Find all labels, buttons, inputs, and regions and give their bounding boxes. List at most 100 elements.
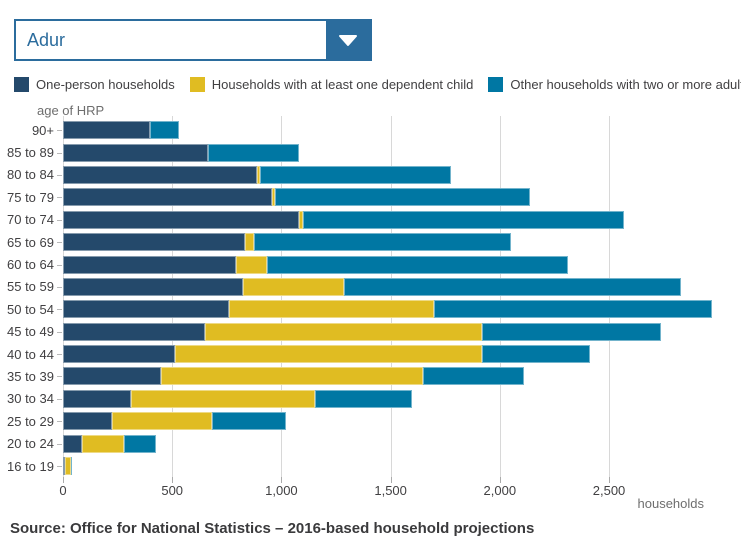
- bar-segment[interactable]: [434, 300, 712, 319]
- bar-segment[interactable]: [254, 233, 511, 252]
- x-tick-label: 2,000: [483, 483, 517, 498]
- bar-segment[interactable]: [423, 367, 524, 386]
- bar-segment[interactable]: [243, 277, 344, 296]
- bar-row: [63, 276, 739, 298]
- source-text: Source: Office for National Statistics –…: [10, 520, 535, 537]
- y-tick-label: 16 to 19: [0, 455, 62, 477]
- bar-segment[interactable]: [208, 143, 299, 162]
- bar-row: [63, 209, 739, 231]
- x-axis-tick: [63, 477, 64, 484]
- y-tick-label: 35 to 39: [0, 365, 62, 387]
- bar-segment[interactable]: [228, 300, 435, 319]
- x-axis-tick: [281, 477, 283, 484]
- bar-segment[interactable]: [124, 434, 156, 453]
- bar-segment[interactable]: [63, 277, 244, 296]
- bar-segment[interactable]: [63, 210, 299, 229]
- y-tick-label: 70 to 74: [0, 209, 62, 231]
- x-tick-label: 0: [59, 483, 67, 498]
- bar-segment[interactable]: [259, 165, 451, 184]
- bar-segment[interactable]: [63, 121, 151, 140]
- bar-segment[interactable]: [343, 277, 682, 296]
- legend-item: Households with at least one dependent c…: [189, 77, 474, 92]
- legend-swatch: [14, 77, 29, 92]
- bar-segment[interactable]: [112, 412, 212, 431]
- bar-segment[interactable]: [271, 188, 275, 207]
- bar-segment[interactable]: [63, 412, 113, 431]
- legend-item: One-person households: [14, 77, 175, 92]
- legend-item: Other households with two or more adults: [488, 77, 741, 92]
- bar-segment[interactable]: [63, 345, 176, 364]
- x-axis-tick: [172, 477, 174, 484]
- bar-segment[interactable]: [63, 255, 236, 274]
- bar-row: [63, 432, 739, 454]
- bar-segment[interactable]: [482, 322, 662, 341]
- area-dropdown[interactable]: Adur: [14, 19, 372, 61]
- bar-segment[interactable]: [63, 188, 272, 207]
- gridline: [390, 116, 392, 478]
- bar-segment[interactable]: [175, 345, 483, 364]
- bar-segment[interactable]: [63, 434, 82, 453]
- bar-segment[interactable]: [81, 434, 125, 453]
- area-dropdown-value: Adur: [27, 29, 66, 50]
- bar-row: [63, 298, 739, 320]
- gridline: [172, 116, 174, 478]
- y-tick-label: 80 to 84: [0, 164, 62, 186]
- gridline: [63, 116, 64, 478]
- bar-segment[interactable]: [63, 457, 66, 476]
- bar-segment[interactable]: [65, 457, 71, 476]
- gridline: [609, 116, 611, 478]
- y-tick-label: 20 to 24: [0, 432, 62, 454]
- bar-row: [63, 388, 739, 410]
- bar-segment[interactable]: [315, 389, 413, 408]
- bar-segment[interactable]: [211, 412, 286, 431]
- bar-segment[interactable]: [63, 165, 258, 184]
- bar-segment[interactable]: [150, 121, 179, 140]
- bar-segment[interactable]: [267, 255, 568, 274]
- bar-segment[interactable]: [303, 210, 625, 229]
- x-axis-tick: [499, 477, 501, 484]
- bar-row: [63, 186, 739, 208]
- chevron-down-icon[interactable]: [326, 21, 370, 59]
- bar-segment[interactable]: [235, 255, 268, 274]
- gridline: [281, 116, 283, 478]
- bar-segment[interactable]: [298, 210, 304, 229]
- bar-row: [63, 455, 739, 477]
- bar-segment[interactable]: [245, 233, 255, 252]
- bar-segment[interactable]: [70, 457, 72, 476]
- bar-row: [63, 164, 739, 186]
- bar-segment[interactable]: [161, 367, 424, 386]
- y-tick-label: 90+: [0, 119, 62, 141]
- x-axis-title: households: [637, 496, 705, 511]
- legend-label: One-person households: [36, 77, 175, 92]
- bar-row: [63, 119, 739, 141]
- bar-segment[interactable]: [63, 389, 131, 408]
- bar-row: [63, 365, 739, 387]
- bar-segment[interactable]: [274, 188, 531, 207]
- legend-swatch: [488, 77, 504, 92]
- bar-segment[interactable]: [130, 389, 316, 408]
- legend: One-person households Households with at …: [14, 77, 741, 92]
- stacked-bar-chart: [63, 116, 739, 484]
- legend-label: Households with at least one dependent c…: [211, 77, 474, 92]
- bar-segment[interactable]: [63, 300, 229, 319]
- bar-segment[interactable]: [63, 143, 209, 162]
- bar-segment[interactable]: [63, 367, 162, 386]
- x-tick-label: 1,500: [374, 483, 407, 498]
- bar-segment[interactable]: [204, 322, 483, 341]
- y-tick-label: 40 to 44: [0, 343, 62, 365]
- x-tick-label: 1,000: [265, 483, 298, 498]
- y-axis-labels: 90+ 85 to 89 80 to 84 75 to 79 70 to 74 65 to…: [0, 119, 62, 477]
- bar-segment[interactable]: [482, 345, 591, 364]
- x-tick-label: 500: [161, 483, 184, 498]
- bar-segment[interactable]: [257, 165, 260, 184]
- y-tick-label: 85 to 89: [0, 141, 62, 163]
- legend-label: Other households with two or more adults: [510, 77, 741, 92]
- y-tick-label: 75 to 79: [0, 186, 62, 208]
- gridline: [499, 116, 501, 478]
- bar-segment[interactable]: [63, 233, 246, 252]
- y-tick-label: 45 to 49: [0, 321, 62, 343]
- x-axis-tick: [609, 477, 611, 484]
- bar-segment[interactable]: [63, 322, 205, 341]
- legend-swatch: [189, 77, 205, 92]
- x-axis-tick: [390, 477, 392, 484]
